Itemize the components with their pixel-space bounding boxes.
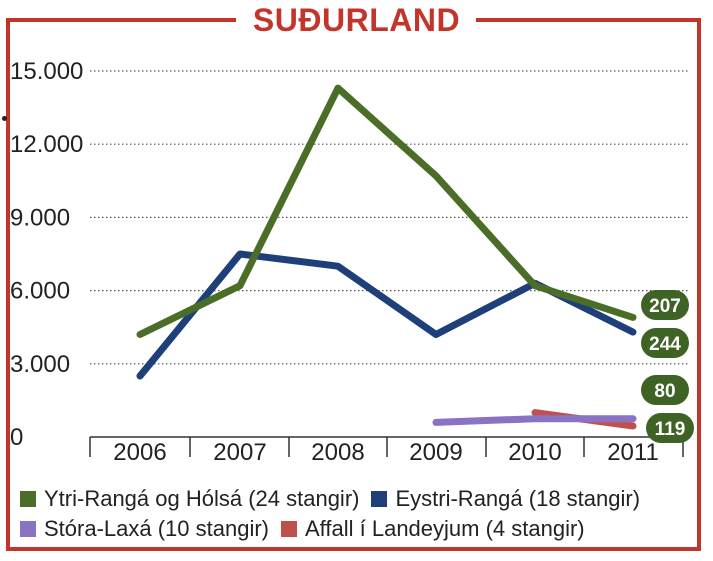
legend-label: Eystri-Rangá (18 stangir) [395, 486, 641, 511]
legend-label: Ytri-Rangá og Hólsá (24 stangir) [44, 486, 360, 511]
legend-item-ytri-ranga: Ytri-Rangá og Hólsá (24 stangir) [20, 486, 359, 512]
legend-swatch [20, 491, 36, 507]
end-value-label: 244 [649, 334, 681, 355]
y-tick-label: 9.000 [10, 204, 70, 231]
end-value-badge [646, 413, 694, 443]
y-tick-label: 6.000 [10, 278, 70, 305]
end-value-label: 119 [655, 419, 686, 440]
series-line [136, 250, 637, 380]
series-line [136, 84, 637, 338]
x-tick-label: 2009 [409, 439, 462, 466]
x-tick-label: 2008 [311, 439, 364, 466]
legend-item-stora-laxa: Stóra-Laxá (10 stangir) [20, 516, 269, 542]
legend-swatch [20, 521, 36, 537]
legend-label: Stóra-Laxá (10 stangir) [44, 516, 269, 541]
series-line [432, 415, 637, 426]
y-tick-label: 15.000 [10, 58, 83, 85]
end-value-label: 80 [654, 381, 675, 402]
line-chart: 0 3.000 6.000 9.000 12.000 15.000 2006 2007 2008… [10, 58, 694, 466]
legend-item-affall: Affall í Landeyjum (4 stangir) [281, 516, 585, 542]
end-value-badge [641, 375, 689, 405]
x-tick-label: 2010 [508, 439, 561, 466]
chart-title: SUÐURLAND [252, 2, 461, 38]
y-tick-label: 0 [10, 424, 23, 451]
x-tick-label: 2007 [213, 439, 266, 466]
legend: Ytri-Rangá og Hólsá (24 stangir) Eystri-… [20, 484, 700, 544]
end-value-badge [641, 328, 689, 358]
title-background [236, 2, 476, 38]
legend-label: Affall í Landeyjum (4 stangir) [305, 516, 585, 541]
legend-swatch [371, 491, 388, 507]
x-tick-label: 2011 [607, 439, 659, 466]
legend-swatch [281, 521, 297, 537]
legend-item-eystri-ranga: Eystri-Rangá (18 stangir) [371, 486, 640, 512]
end-value-badge [641, 290, 689, 320]
stray-dot [2, 116, 7, 121]
y-tick-label: 3.000 [10, 351, 70, 378]
y-tick-label: 12.000 [10, 131, 83, 158]
x-tick-label: 2006 [113, 439, 166, 466]
end-value-label: 207 [649, 296, 681, 317]
